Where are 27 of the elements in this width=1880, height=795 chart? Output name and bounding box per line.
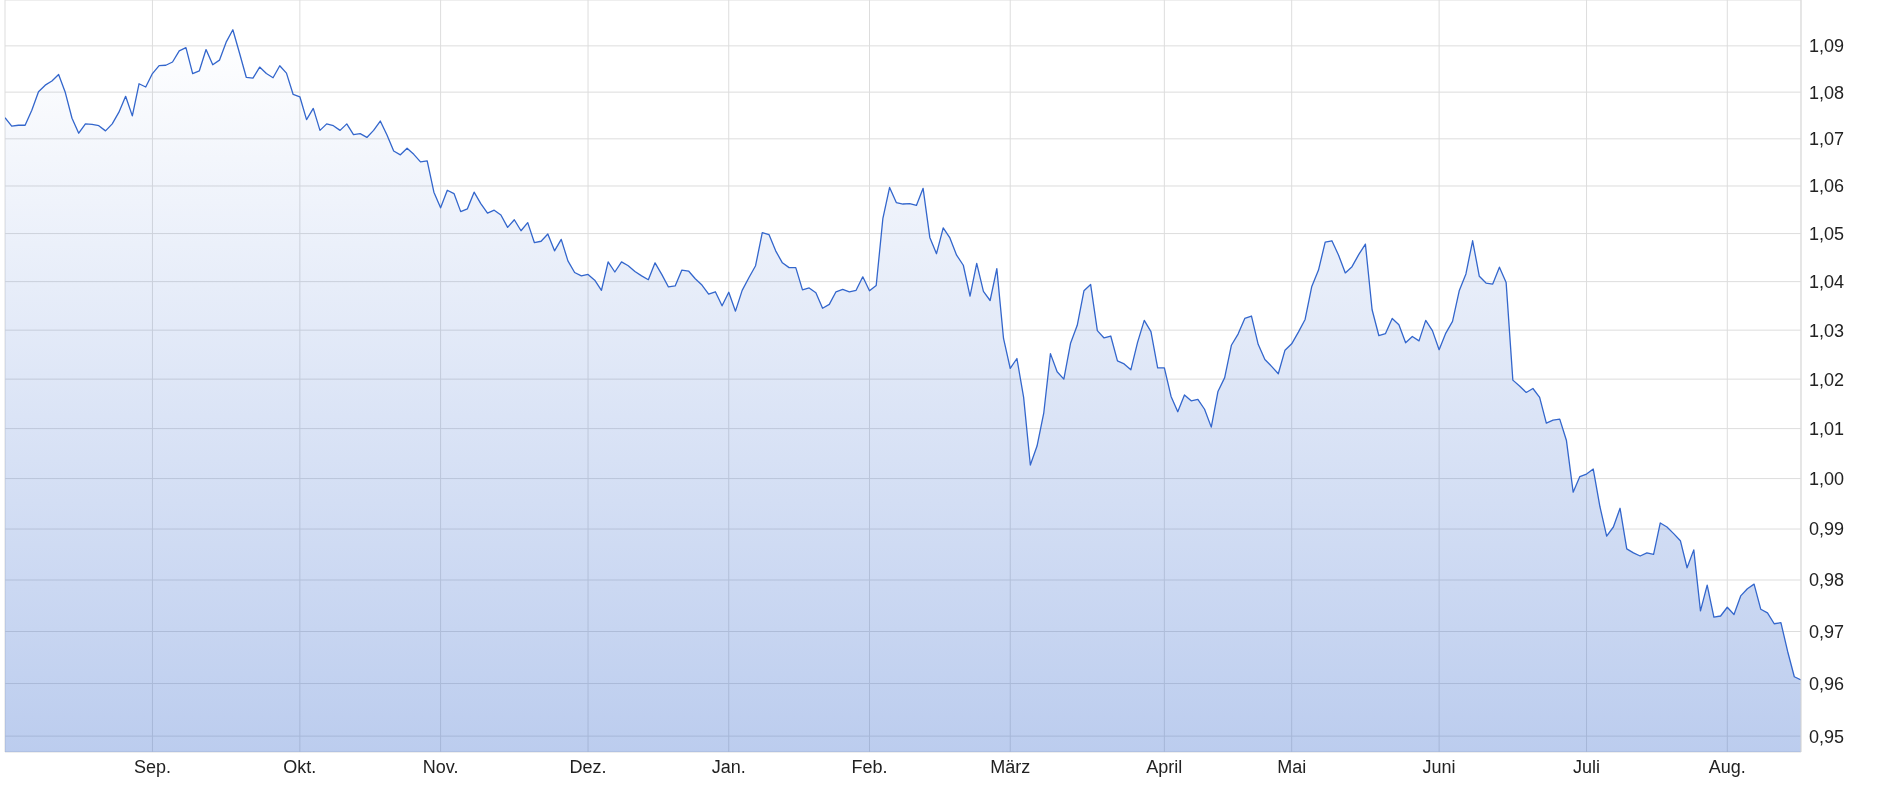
x-tick-label: Okt.	[283, 756, 317, 777]
y-tick-label: 1,01	[1809, 418, 1845, 439]
x-tick-label: Jan.	[711, 756, 746, 777]
y-tick-label: 1,09	[1809, 36, 1845, 57]
y-tick-label: 1,03	[1809, 320, 1845, 341]
x-tick-label: Aug.	[1708, 756, 1746, 777]
x-tick-label: Mai	[1277, 756, 1307, 777]
y-tick-label: 1,06	[1809, 176, 1845, 197]
x-tick-label: April	[1146, 756, 1183, 777]
y-tick-label: 0,99	[1809, 519, 1845, 540]
x-tick-label: März	[990, 756, 1031, 777]
x-tick-label: Juli	[1573, 756, 1601, 777]
x-tick-label: Sep.	[133, 756, 171, 777]
x-tick-label: Feb.	[851, 756, 888, 777]
y-tick-label: 1,00	[1809, 468, 1845, 489]
y-tick-label: 0,97	[1809, 621, 1845, 642]
y-tick-label: 0,98	[1809, 570, 1845, 591]
y-tick-label: 1,07	[1809, 129, 1845, 150]
x-tick-label: Juni	[1422, 756, 1456, 777]
y-tick-label: 1,04	[1809, 272, 1845, 293]
y-tick-label: 0,95	[1809, 726, 1845, 747]
y-tick-label: 1,08	[1809, 82, 1845, 103]
y-tick-label: 1,02	[1809, 369, 1845, 390]
x-tick-label: Dez.	[569, 756, 607, 777]
y-tick-label: 0,96	[1809, 673, 1845, 694]
x-tick-label: Nov.	[422, 756, 459, 777]
y-tick-label: 1,05	[1809, 223, 1845, 244]
